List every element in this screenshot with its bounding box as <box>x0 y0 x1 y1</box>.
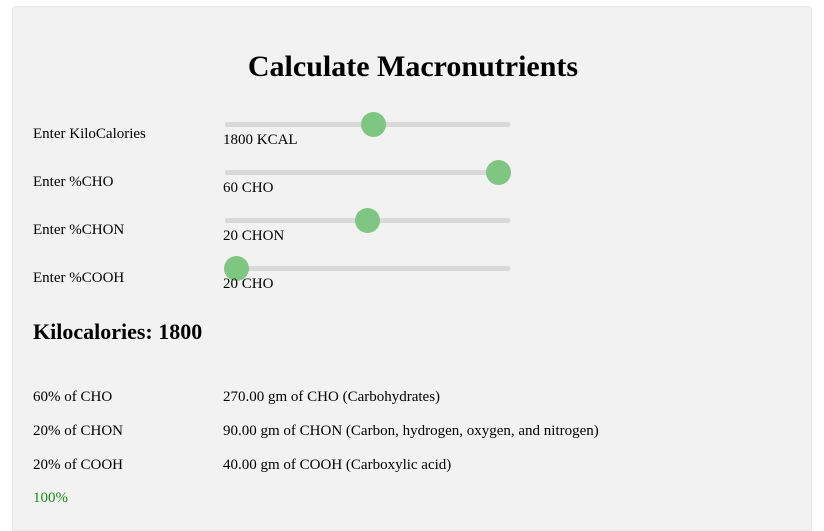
slider-track <box>225 266 510 271</box>
cooh-percent-label: Enter %COOH <box>33 270 125 286</box>
cooh-result-label: 20% of COOH <box>33 457 123 473</box>
chon-percent-label: Enter %CHON <box>33 222 125 238</box>
page-title: Calculate Macronutrients <box>247 50 579 83</box>
kilocalories-heading: Kilocalories: 1800 <box>33 319 203 344</box>
total-percent: 100% <box>33 490 68 506</box>
cooh-percent-slider[interactable] <box>223 256 510 281</box>
cooh-result-value: 40.00 gm of COOH (Carboxylic acid) <box>223 457 452 473</box>
cho-result-label: 60% of CHO <box>33 389 113 405</box>
chon-result-label: 20% of CHON <box>33 423 123 439</box>
cho-percent-label: Enter %CHO <box>33 174 114 190</box>
slider-thumb[interactable] <box>486 160 512 185</box>
calculator-panel: Calculate Macronutrients Enter KiloCalor… <box>12 6 812 531</box>
slider-track <box>225 170 510 175</box>
chon-result-value: 90.00 gm of CHON (Carbon, hydrogen, oxyg… <box>223 423 599 439</box>
slider-thumb[interactable] <box>360 112 386 137</box>
cho-percent-slider[interactable] <box>225 160 512 185</box>
kilocalories-value: 1800 KCAL <box>223 132 298 148</box>
cho-result-value: 270.00 gm of CHO (Carbohydrates) <box>223 389 441 405</box>
slider-thumb[interactable] <box>355 208 380 233</box>
kilocalories-label: Enter KiloCalories <box>33 126 146 142</box>
cooh-percent-value: 20 CHO <box>223 276 274 292</box>
chon-percent-slider[interactable] <box>225 208 510 233</box>
chon-percent-value: 20 CHON <box>223 228 285 244</box>
kilocalories-slider[interactable] <box>225 112 510 137</box>
cho-percent-value: 60 CHO <box>223 180 274 196</box>
slider-thumb[interactable] <box>223 256 249 281</box>
